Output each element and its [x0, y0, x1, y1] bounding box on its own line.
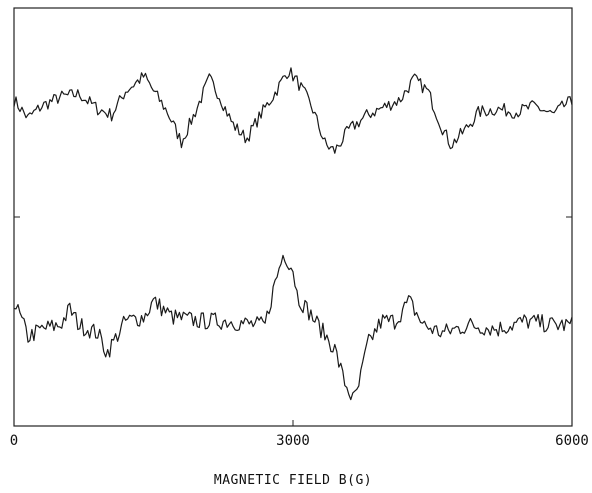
x-axis-label: MAGNETIC FIELD B(G) [214, 473, 372, 488]
tick-label-0: 0 [10, 433, 18, 449]
tick-label-3000: 3000 [276, 433, 310, 449]
series-lower-trace [13, 254, 573, 401]
traces [13, 67, 573, 401]
plot-frame [13, 7, 573, 427]
series-upper-trace [13, 67, 573, 154]
tick-label-6000: 6000 [555, 433, 589, 449]
x-ticks [13, 420, 573, 426]
